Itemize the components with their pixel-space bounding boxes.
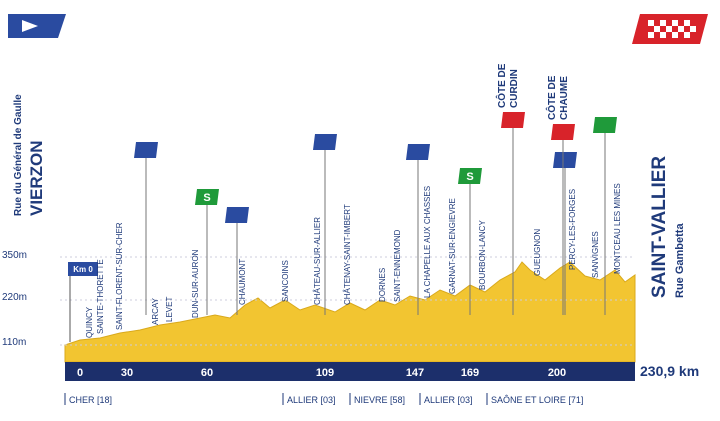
climb-name: CURDIN	[509, 69, 520, 108]
altitude-label: 350m	[2, 250, 27, 261]
place-name: PERCY-LES-FORGES	[568, 189, 577, 270]
km0-label: Km 0	[73, 265, 93, 274]
climb-name: CÔTE DE	[545, 75, 558, 120]
place-name: SAINT-ENNEMOND	[393, 229, 402, 302]
marker-icon	[225, 207, 249, 223]
place-name: DORNES	[378, 268, 387, 302]
marker-icon	[406, 144, 430, 160]
place-name: CHÂTEAU-SUR-ALLIER	[313, 217, 322, 305]
place-name: CHAUMONT	[238, 259, 247, 305]
start-street: Rue du Général de Gaulle	[13, 94, 24, 216]
start-arrow	[22, 20, 38, 32]
department: ALLIER [03]	[424, 395, 473, 405]
altitude-label: 110m	[2, 337, 26, 348]
km-label: 147	[406, 367, 424, 379]
marker-icon	[134, 142, 158, 158]
place-name: LA CHAPELLE AUX CHASSES	[423, 186, 432, 298]
km0-flag	[68, 262, 98, 276]
marker-icon	[195, 189, 219, 205]
elevation-profile	[64, 261, 636, 363]
place-name: GUEUGNON	[533, 229, 542, 276]
place-name: SAINTE-THORETTE	[96, 259, 105, 334]
department: CHER [18]	[69, 395, 112, 405]
km-label: 169	[461, 367, 479, 379]
marker-icon	[501, 112, 525, 128]
finish-city: SAINT-VALLIER	[649, 156, 670, 298]
place-name: SANCOINS	[281, 260, 290, 302]
marker-icon	[551, 124, 575, 140]
km-label: 60	[201, 367, 213, 379]
department: SAÔNE ET LOIRE [71]	[491, 395, 583, 405]
marker-icon	[593, 117, 617, 133]
marker-icon	[458, 168, 482, 184]
climb-name: CHAUME	[559, 76, 570, 120]
climb-name: CÔTE DE	[495, 63, 508, 108]
place-name: SANVIGNES	[591, 231, 600, 278]
place-name: DUN-SUR-AURON	[191, 249, 200, 318]
place-name: QUINCY	[85, 306, 94, 338]
total-distance: 230,9 km	[640, 363, 699, 379]
place-name: BOURBON-LANCY	[478, 220, 487, 290]
place-name: SAINT-FLORENT-SUR-CHER	[115, 222, 124, 330]
place-name: LEVET	[165, 297, 174, 322]
marker-icon	[313, 134, 337, 150]
department: ALLIER [03]	[287, 395, 336, 405]
km-label: 0	[77, 367, 83, 379]
km-label: 200	[548, 367, 566, 379]
altitude-label: 220m	[2, 292, 27, 303]
place-name: GARNAT-SUR-ENGIEVRE	[448, 198, 457, 294]
department: NIEVRE [58]	[354, 395, 405, 405]
sprint-label: S	[466, 171, 473, 183]
finish-flag	[632, 14, 708, 44]
sprint-label: S	[203, 192, 210, 204]
start-city: VIERZON	[27, 140, 46, 216]
km-label: 109	[316, 367, 334, 379]
finish-street: Rue Gambetta	[674, 223, 686, 298]
km-label: 30	[121, 367, 133, 379]
place-name: ARCAY	[151, 297, 160, 325]
km-bar	[65, 362, 635, 381]
place-name: MONTCEAU LES MINES	[613, 183, 622, 274]
place-name: CHÂTENAY-SAINT-IMBERT	[343, 204, 352, 305]
marker-icon	[553, 152, 577, 168]
